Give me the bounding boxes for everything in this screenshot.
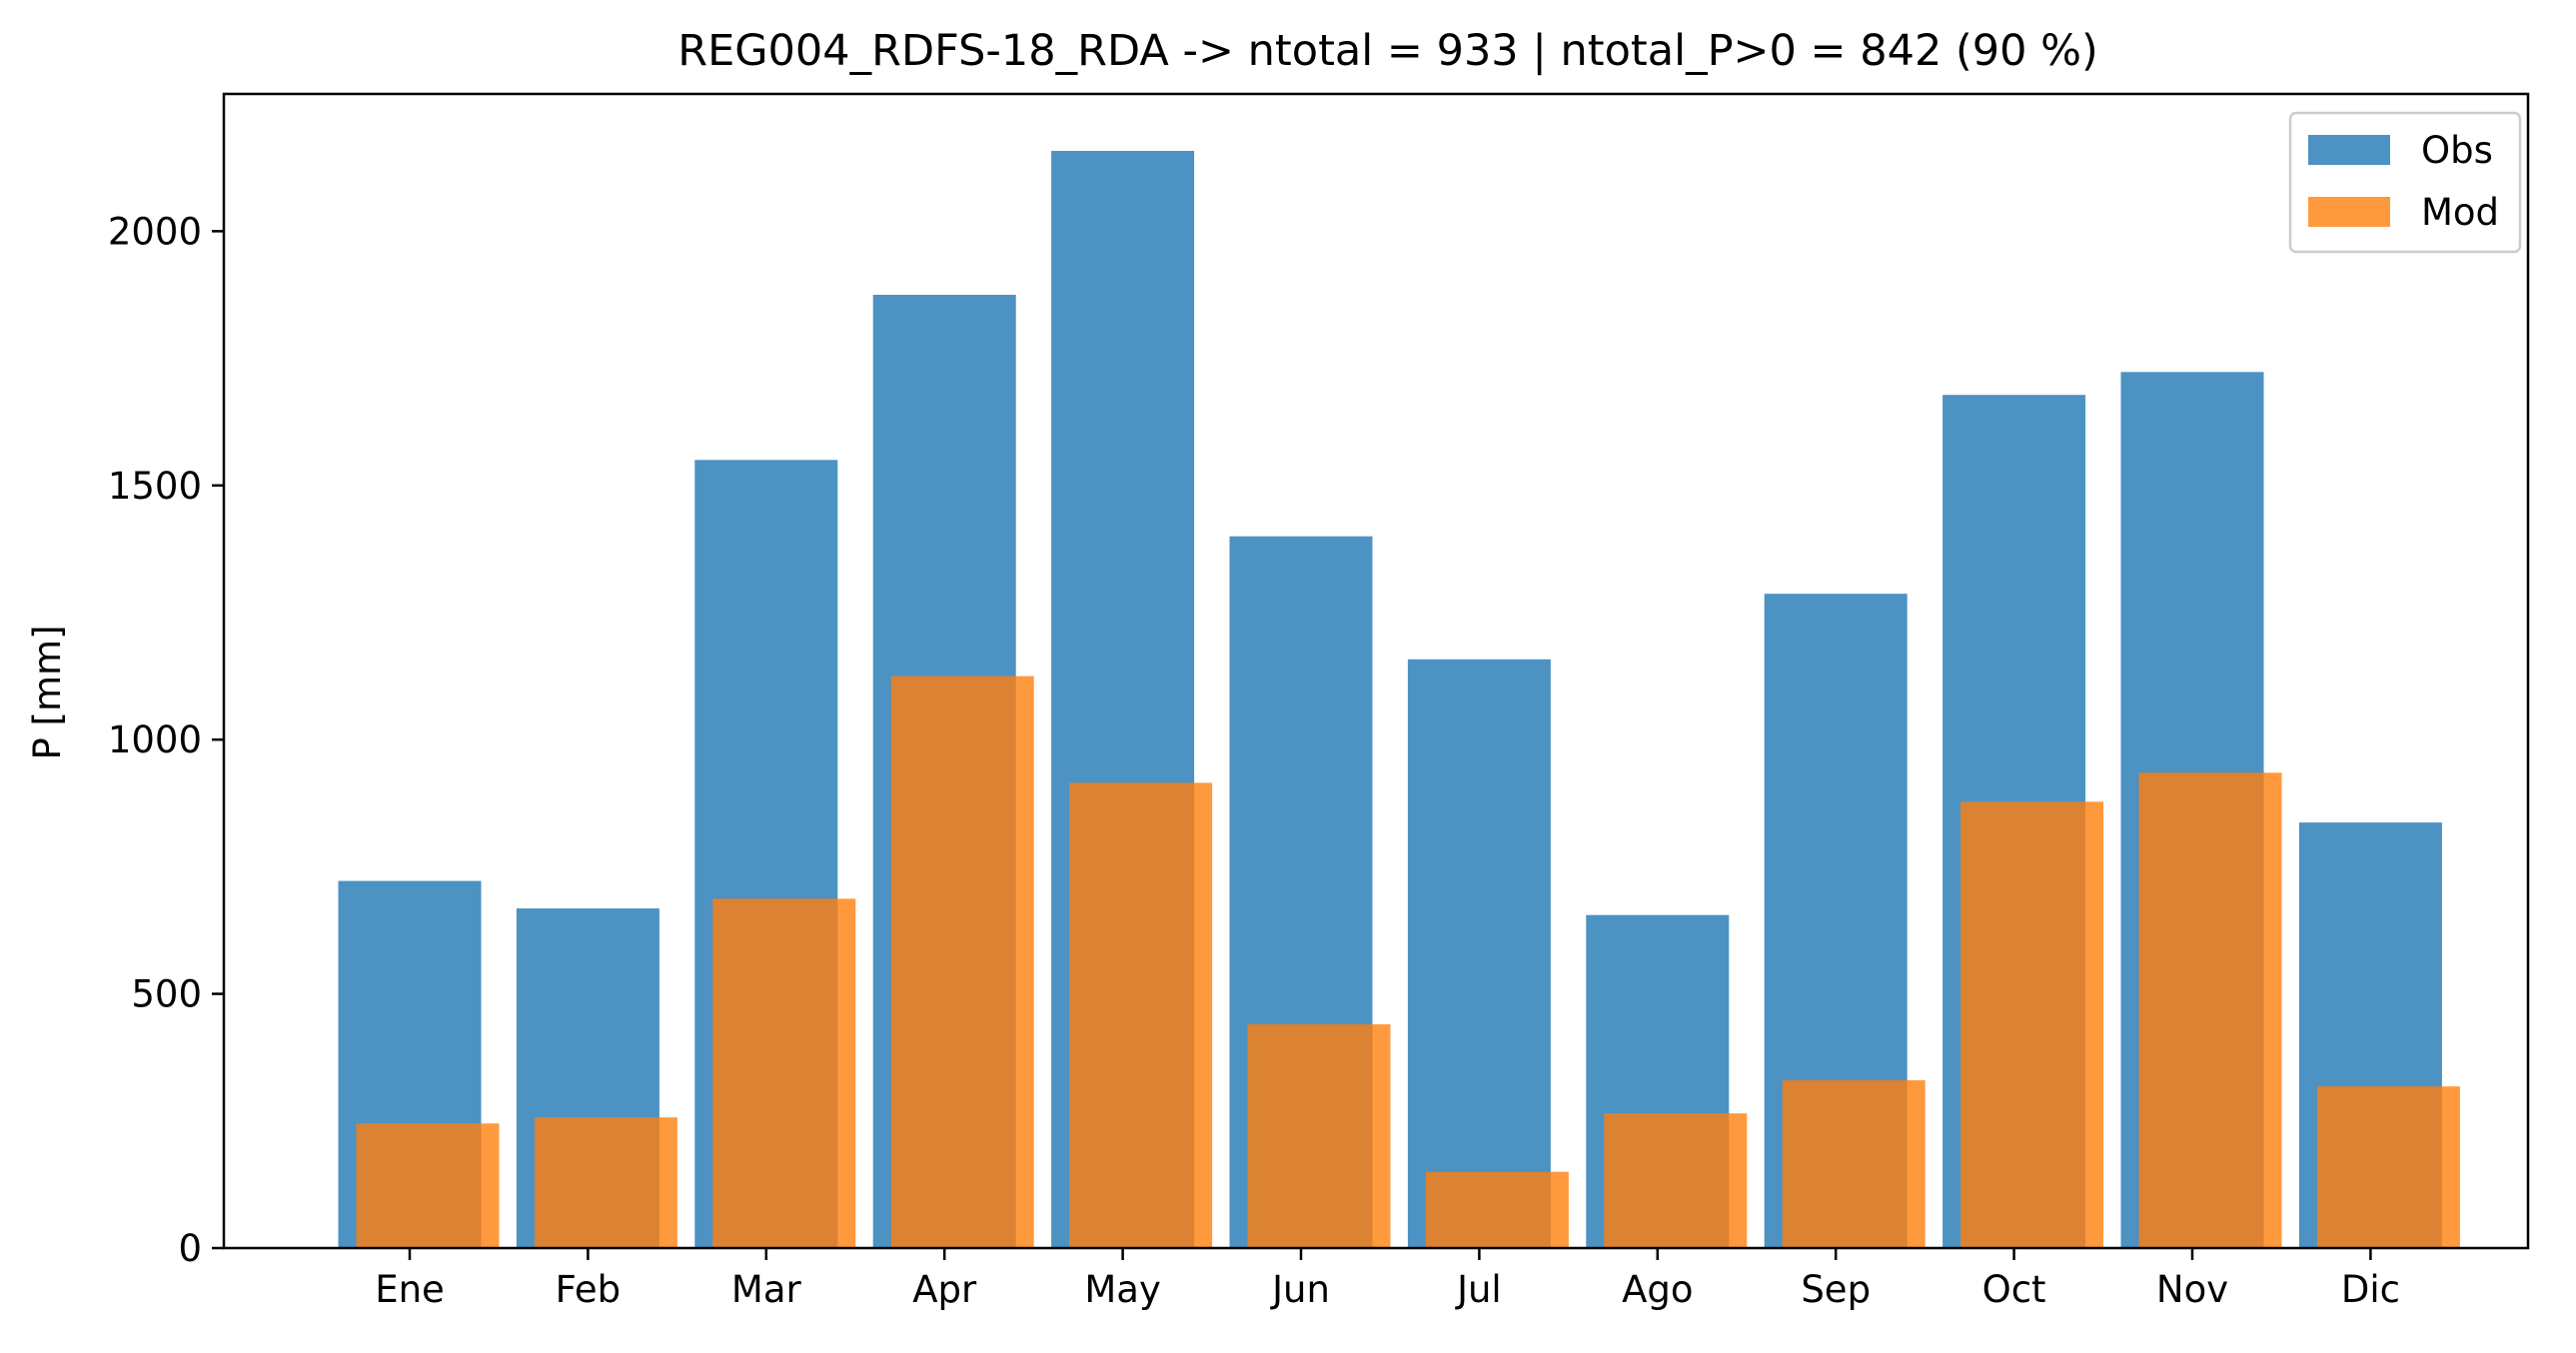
y-tick-label: 1000: [108, 718, 202, 761]
bar-obs-jul: [1407, 659, 1551, 1248]
x-tick-label-jul: Jul: [1455, 1268, 1502, 1311]
x-tick-label-dic: Dic: [2341, 1268, 2400, 1311]
bar-mod-mar: [712, 898, 856, 1248]
x-tick-label-sep: Sep: [1801, 1268, 1871, 1311]
x-tick-label-mar: Mar: [731, 1268, 802, 1311]
bar-mod-may: [1069, 782, 1213, 1248]
x-tick-label-ene: Ene: [375, 1268, 445, 1311]
x-tick-label-nov: Nov: [2156, 1268, 2228, 1311]
bar-mod-dic: [2316, 1086, 2460, 1248]
x-tick-label-feb: Feb: [556, 1268, 622, 1311]
legend-label-obs: Obs: [2421, 129, 2493, 172]
legend-swatch-mod: [2308, 197, 2390, 227]
legend: Obs Mod: [2288, 111, 2522, 254]
chart-title: REG004_RDFS-18_RDA -> ntotal = 933 | nto…: [677, 26, 2098, 76]
y-axis-ticks: 0 500 1000 1500 2000: [108, 210, 224, 1270]
bars-layer: [338, 151, 2460, 1248]
x-tick-label-apr: Apr: [912, 1268, 977, 1311]
bar-mod-jun: [1247, 1024, 1391, 1248]
bar-mod-jul: [1425, 1171, 1569, 1248]
y-tick-label: 2000: [108, 210, 202, 253]
y-tick-label: 1500: [108, 465, 202, 508]
x-tick-label-ago: Ago: [1622, 1268, 1693, 1311]
bar-mod-ene: [356, 1123, 500, 1248]
bar-mod-oct: [1960, 801, 2104, 1248]
x-tick-label-oct: Oct: [1982, 1268, 2046, 1311]
plot-area-frame: [222, 92, 2530, 1250]
bar-mod-nov: [2138, 772, 2282, 1248]
x-axis-ticks: Ene Feb Mar Apr May Jun Jul Ago Sep Oct Nov Dic: [375, 1248, 2400, 1311]
x-tick-label-may: May: [1084, 1268, 1161, 1311]
bar-mod-feb: [534, 1117, 677, 1248]
bar-mod-sep: [1782, 1080, 1926, 1248]
y-tick-label: 500: [131, 973, 202, 1016]
legend-label-mod: Mod: [2421, 191, 2499, 234]
x-tick-label-jun: Jun: [1270, 1268, 1330, 1311]
y-tick-label: 0: [178, 1227, 202, 1270]
legend-swatch-obs: [2308, 135, 2390, 165]
y-axis-label: P [mm]: [26, 625, 69, 759]
bar-mod-apr: [890, 676, 1034, 1248]
bar-mod-ago: [1604, 1113, 1748, 1248]
